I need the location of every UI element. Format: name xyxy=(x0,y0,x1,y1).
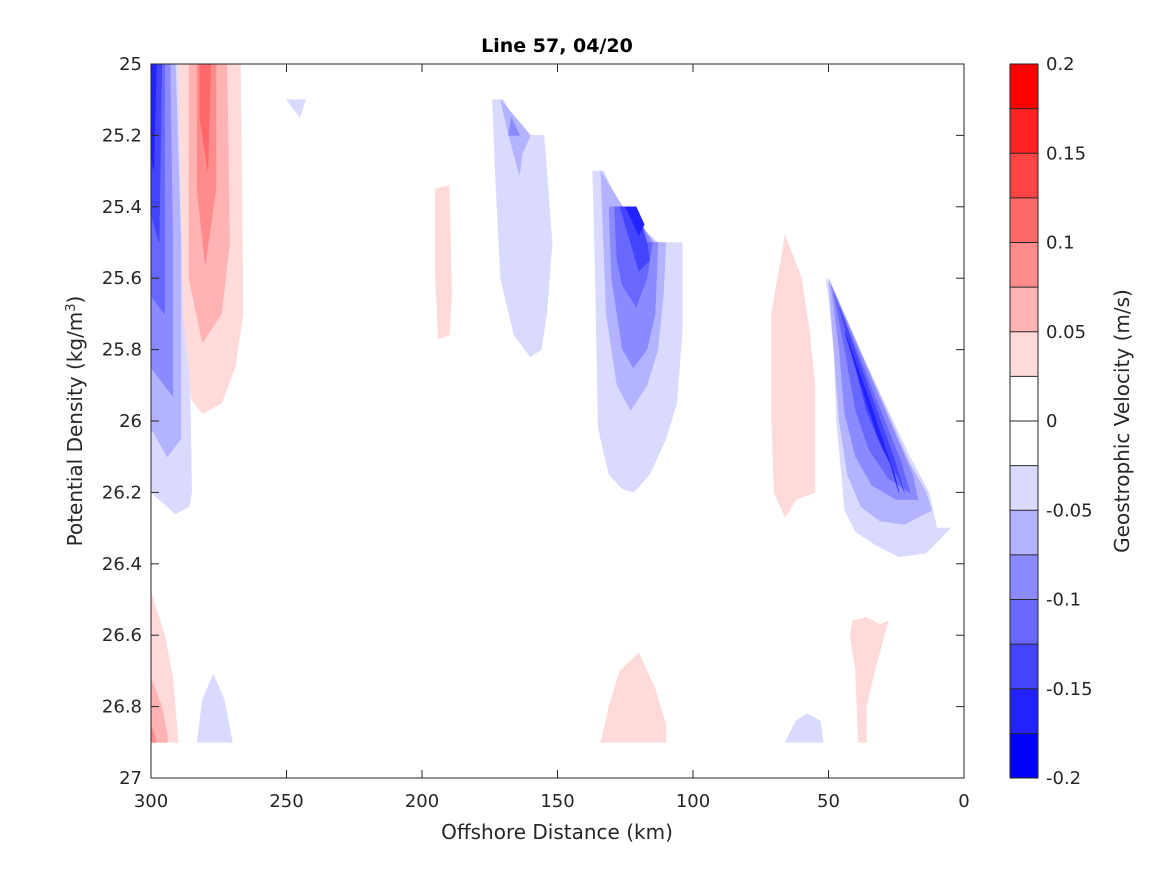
x-tick-label: 250 xyxy=(269,791,303,812)
x-axis-label: Offshore Distance (km) xyxy=(441,820,673,844)
colorbar-swatch xyxy=(1010,421,1038,467)
y-axis-label-sup: 3 xyxy=(64,303,79,311)
negative-velocity-contour xyxy=(830,285,919,500)
y-tick-label: 26.4 xyxy=(102,554,142,575)
negative-velocity-contour xyxy=(844,331,900,493)
negative-velocity-contour xyxy=(624,206,645,237)
y-tick-label: 26.8 xyxy=(102,697,142,718)
colorbar-tick-label: 0.15 xyxy=(1046,143,1086,164)
colorbar-swatch xyxy=(1010,153,1038,199)
y-tick-label: 25.8 xyxy=(102,340,142,361)
x-tick-label: 150 xyxy=(540,791,574,812)
colorbar-tick-label: 0 xyxy=(1046,411,1057,432)
y-tick-label: 26 xyxy=(119,411,142,432)
colorbar-swatch xyxy=(1010,331,1038,377)
y-tick-label: 25.6 xyxy=(102,268,142,289)
y-tick-label: 26.2 xyxy=(102,482,142,503)
colorbar-label: Geostrophic Velocity (m/s) xyxy=(1110,289,1134,553)
positive-velocity-contour xyxy=(771,234,816,519)
colorbar-swatch xyxy=(1010,376,1038,422)
colorbar-swatch xyxy=(1010,554,1038,600)
negative-velocity-contour xyxy=(833,292,911,494)
negative-velocity-contour xyxy=(196,673,233,743)
colorbar-swatch xyxy=(1010,108,1038,154)
colorbar: 0.2 0.15 0.1 0.05 0 -0.05 -0.1 -0.15 -0.2 xyxy=(1009,54,1093,789)
colorbar-frame xyxy=(1009,63,1039,779)
negative-velocity-contour xyxy=(508,116,521,136)
positive-velocity-contour xyxy=(600,652,667,743)
colorbar-swatch xyxy=(1010,242,1038,288)
y-tick-label: 26.6 xyxy=(102,625,142,646)
chart-title: Line 57, 04/20 xyxy=(481,35,633,57)
colorbar-swatch xyxy=(1010,733,1038,779)
y-tick-label: 25 xyxy=(119,54,142,75)
colorbar-swatch xyxy=(1010,465,1038,511)
x-tick-label: 100 xyxy=(676,791,710,812)
x-tick-label: 50 xyxy=(817,791,840,812)
colorbar-swatch xyxy=(1010,599,1038,645)
colorbar-tick-label: -0.1 xyxy=(1046,590,1081,611)
negative-velocity-contour xyxy=(784,713,824,743)
colorbar-swatch xyxy=(1010,197,1038,243)
positive-velocity-contour xyxy=(435,185,453,340)
colorbar-tick-label: -0.05 xyxy=(1046,500,1093,521)
negative-velocity-contour xyxy=(500,99,531,175)
colorbar-swatch xyxy=(1010,688,1038,734)
colorbar-swatch xyxy=(1010,287,1038,333)
colorbar-tick-label: 0.2 xyxy=(1046,54,1075,75)
colorbar-swatch xyxy=(1010,644,1038,690)
y-axis: 25 25.2 25.4 25.6 25.8 26 26.2 26.4 26.6 26.8 27 xyxy=(102,54,964,789)
x-tick-label: 200 xyxy=(405,791,439,812)
y-tick-label: 27 xyxy=(119,768,142,789)
contour-layer xyxy=(150,63,952,743)
y-tick-label: 25.4 xyxy=(102,197,142,218)
colorbar-tick-label: -0.15 xyxy=(1046,679,1093,700)
x-tick-label: 0 xyxy=(958,791,969,812)
colorbar-tick-label: -0.2 xyxy=(1046,768,1081,789)
x-tick-label: 300 xyxy=(134,791,168,812)
x-axis: 300 250 200 150 100 50 0 xyxy=(134,64,970,812)
y-axis-label: Potential Density (kg/m3) xyxy=(63,296,87,547)
colorbar-tick-label: 0.05 xyxy=(1046,322,1086,343)
y-tick-label: 25.2 xyxy=(102,125,142,146)
y-axis-label-main: Potential Density (kg/m xyxy=(63,312,87,547)
colorbar-tick-label: 0.1 xyxy=(1046,233,1075,254)
y-axis-label-close: ) xyxy=(63,296,87,304)
colorbar-swatch xyxy=(1010,510,1038,556)
positive-velocity-contour xyxy=(849,617,889,743)
negative-velocity-contour xyxy=(285,99,306,119)
colorbar-swatch xyxy=(1010,64,1038,110)
